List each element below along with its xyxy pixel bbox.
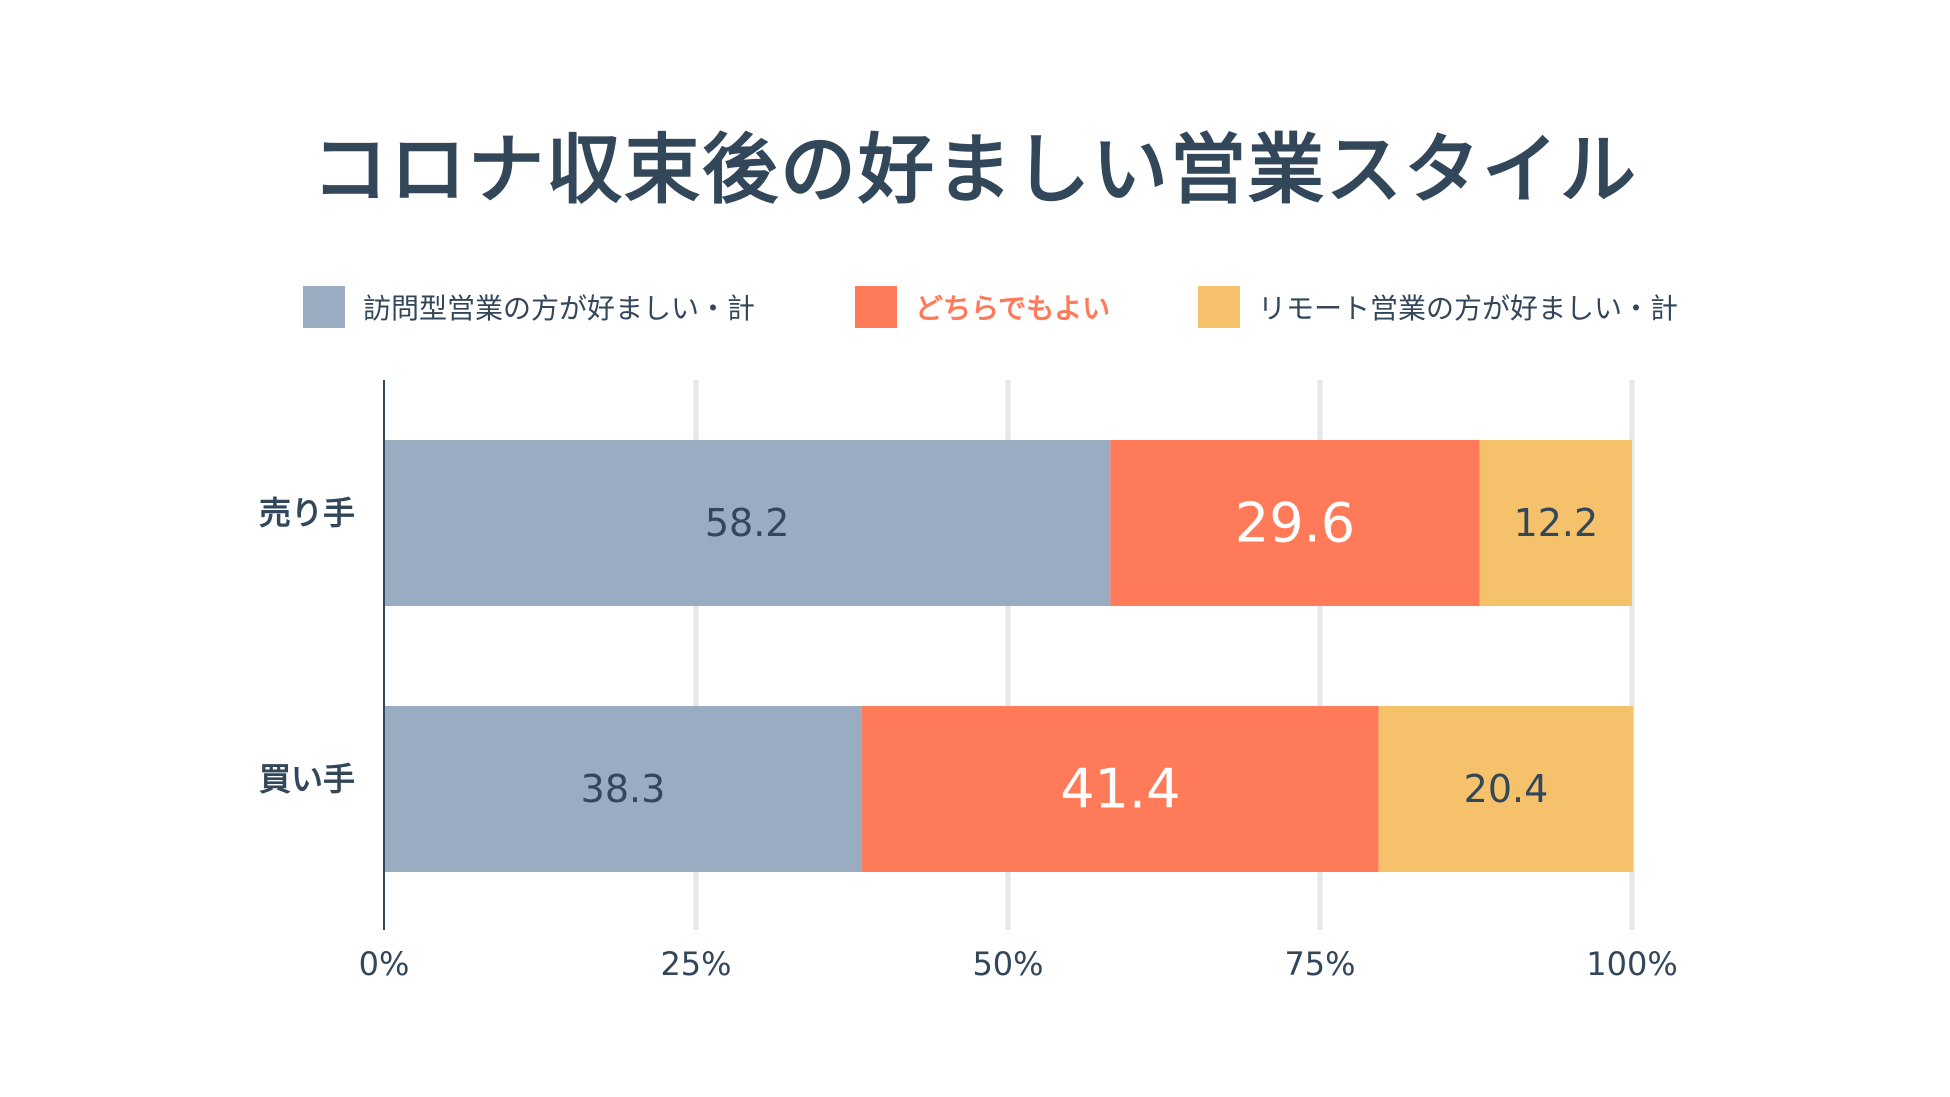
bar-segment-2-1	[384, 706, 862, 872]
legend-label-visit: 訪問型営業の方が好ましい・計	[363, 292, 756, 325]
category-label-2: 買い手	[259, 760, 355, 798]
bar-segment-1-3	[1479, 440, 1632, 606]
legend-label-either: どちらでもよい	[915, 292, 1111, 325]
legend-swatch-remote	[1198, 286, 1240, 328]
chart-title: コロナ収束後の好ましい営業スタイル	[312, 125, 1638, 214]
bar-segment-1-1	[384, 440, 1111, 606]
bar-segment-1-2	[1110, 440, 1480, 606]
data-label-1-2: 29.6	[1235, 492, 1355, 555]
chart-legend: 訪問型営業の方が好ましい・計 どちらでもよい リモート営業の方が好ましい・計	[0, 285, 1950, 329]
category-label-1: 売り手	[259, 494, 355, 532]
bar-segment-2-3	[1378, 706, 1634, 872]
data-label-2-3: 20.4	[1464, 767, 1549, 811]
data-label-2-1: 38.3	[581, 767, 666, 811]
legend-item-either: どちらでもよい	[855, 285, 1110, 329]
data-label-1-1: 58.2	[705, 501, 790, 545]
bar-segment-2-2	[861, 706, 1379, 872]
legend-swatch-visit	[303, 286, 345, 328]
x-tick-label-50: 50%	[972, 945, 1043, 983]
legend-label-remote: リモート営業の方が好ましい・計	[1258, 292, 1679, 325]
legend-item-remote: リモート営業の方が好ましい・計	[1198, 285, 1678, 329]
legend-swatch-either	[855, 286, 897, 328]
legend-item-visit: 訪問型営業の方が好ましい・計	[303, 285, 755, 329]
x-tick-label-75: 75%	[1284, 945, 1355, 983]
data-label-1-3: 12.2	[1514, 501, 1599, 545]
x-tick-label-25: 25%	[660, 945, 731, 983]
x-tick-label-0: 0%	[359, 945, 410, 983]
x-tick-label-100: 100%	[1586, 945, 1677, 983]
data-label-2-2: 41.4	[1060, 758, 1180, 821]
